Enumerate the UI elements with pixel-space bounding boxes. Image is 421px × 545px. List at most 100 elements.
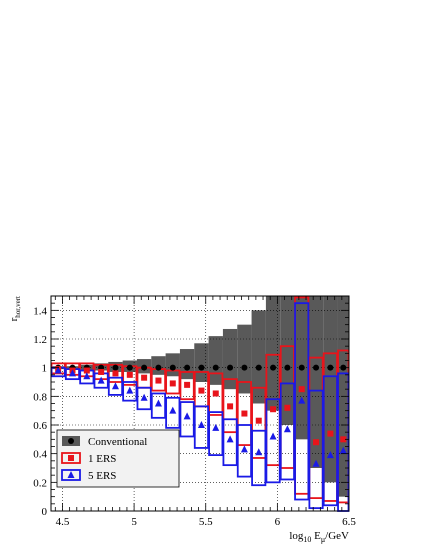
- ers-box-5ers: [165, 396, 181, 429]
- x-axis-label-sub: 10: [303, 535, 311, 544]
- 1ers-point: [198, 387, 205, 394]
- conventional-band: [280, 296, 295, 425]
- 1ers-point: [284, 404, 291, 411]
- 1ers-point: [212, 390, 219, 397]
- 5ers-point: [140, 393, 148, 401]
- ers-box-1ers: [251, 386, 267, 459]
- 5ers-point: [126, 386, 134, 394]
- conventional-point: [184, 364, 191, 371]
- y-axis-label: rhor,vert: [8, 296, 22, 321]
- ers-box-5ers: [122, 381, 138, 402]
- x-tick-label: 6.5: [342, 516, 356, 528]
- ers-box-1ers: [179, 371, 195, 401]
- legend-marker: [67, 471, 75, 478]
- 5ers-point: [169, 406, 177, 414]
- 5ers-point: [226, 435, 234, 443]
- legend-swatch-box: [61, 452, 81, 464]
- ers-box-5ers: [179, 401, 195, 438]
- legend: Conventional 1 ERS 5 ERS: [56, 429, 180, 488]
- conventional-point: [327, 364, 334, 371]
- 5ers-point: [298, 396, 306, 404]
- x-axis-label: log10 Eμ/GeV: [289, 530, 349, 544]
- 5ers-point: [68, 369, 76, 377]
- 5ers-point: [97, 376, 105, 384]
- legend-label: 5 ERS: [88, 470, 116, 482]
- conventional-band: [194, 343, 209, 382]
- conventional-band: [251, 310, 266, 404]
- ers-box-5ers: [208, 411, 224, 457]
- 5ers-point: [154, 399, 162, 407]
- 1ers-point: [227, 403, 234, 410]
- ers-box-1ers: [208, 372, 224, 416]
- data-markers: [54, 364, 347, 467]
- conventional-point: [227, 364, 234, 371]
- 1ers-point: [126, 371, 133, 378]
- conventional-point: [241, 364, 248, 371]
- legend-marker: [68, 455, 74, 461]
- y-axis-label-sub: hor,vert: [14, 296, 22, 318]
- 5ers-point: [212, 423, 220, 431]
- x-axis-label-tail: /GeV: [325, 530, 349, 542]
- conventional-point: [284, 364, 291, 371]
- conventional-point: [169, 364, 176, 371]
- y-tick-label: 0.6: [33, 420, 47, 432]
- 1ers-point: [169, 380, 176, 387]
- conventional-band: [237, 324, 252, 394]
- y-axis-label-main: r: [8, 317, 20, 321]
- y-tick-label: 1.4: [33, 305, 47, 317]
- 1ers-point: [184, 381, 191, 388]
- x-axis-label-main: E: [311, 530, 321, 542]
- y-tick-label: 0: [42, 506, 48, 518]
- 1ers-point: [141, 374, 148, 381]
- 1ers-point: [340, 436, 347, 443]
- conventional-point: [198, 364, 205, 371]
- ers-box-5ers: [251, 429, 267, 487]
- ers-box-5ers: [107, 376, 124, 396]
- 5ers-point: [269, 432, 277, 440]
- ers-box-5ers: [236, 424, 252, 478]
- y-tick-label: 0.2: [33, 477, 47, 489]
- 5ers-point: [339, 446, 347, 454]
- conventional-point: [313, 364, 320, 371]
- ers-box-5ers: [322, 375, 338, 507]
- ers-box-5ers: [150, 392, 167, 419]
- 5ers-point: [197, 421, 205, 428]
- 1ers-point: [327, 430, 334, 437]
- x-tick-label: 6: [275, 516, 281, 528]
- conventional-point: [155, 364, 162, 371]
- conventional-point: [298, 364, 305, 371]
- legend-label: Conventional: [88, 436, 147, 448]
- 1ers-point: [98, 368, 105, 375]
- conventional-band: [265, 296, 281, 411]
- x-axis-label-sub2: μ: [321, 535, 325, 544]
- 1ers-point: [255, 417, 262, 424]
- y-tick-label: 1.2: [33, 334, 47, 346]
- conventional-point: [112, 364, 119, 371]
- ers-box-5ers: [265, 398, 281, 484]
- 1ers-point: [112, 370, 119, 377]
- conventional-band: [323, 296, 338, 483]
- legend-marker: [68, 438, 74, 444]
- ers-box-5ers: [279, 382, 295, 481]
- legend-swatch-box: [61, 469, 81, 481]
- 1ers-point: [298, 386, 305, 393]
- 5ers-point: [240, 445, 248, 453]
- 5ers-point: [54, 366, 62, 374]
- x-axis-label-base: log: [289, 530, 304, 542]
- y-tick-label: 0.4: [33, 449, 47, 461]
- 1ers-point: [155, 377, 162, 384]
- y-tick-label: 0.8: [33, 391, 47, 403]
- conventional-band: [222, 328, 238, 390]
- ers-box-5ers: [294, 302, 310, 501]
- conventional-point: [255, 364, 262, 371]
- ers-box-5ers: [308, 389, 324, 510]
- x-tick-label: 5.5: [199, 516, 213, 528]
- 5ers-point: [255, 448, 263, 456]
- ers-box-1ers: [236, 381, 252, 446]
- 5ers-point: [111, 382, 119, 390]
- ers-box-1ers: [222, 378, 238, 434]
- conventional-point: [126, 364, 133, 371]
- 1ers-point: [270, 406, 277, 413]
- 5ers-point: [312, 459, 320, 467]
